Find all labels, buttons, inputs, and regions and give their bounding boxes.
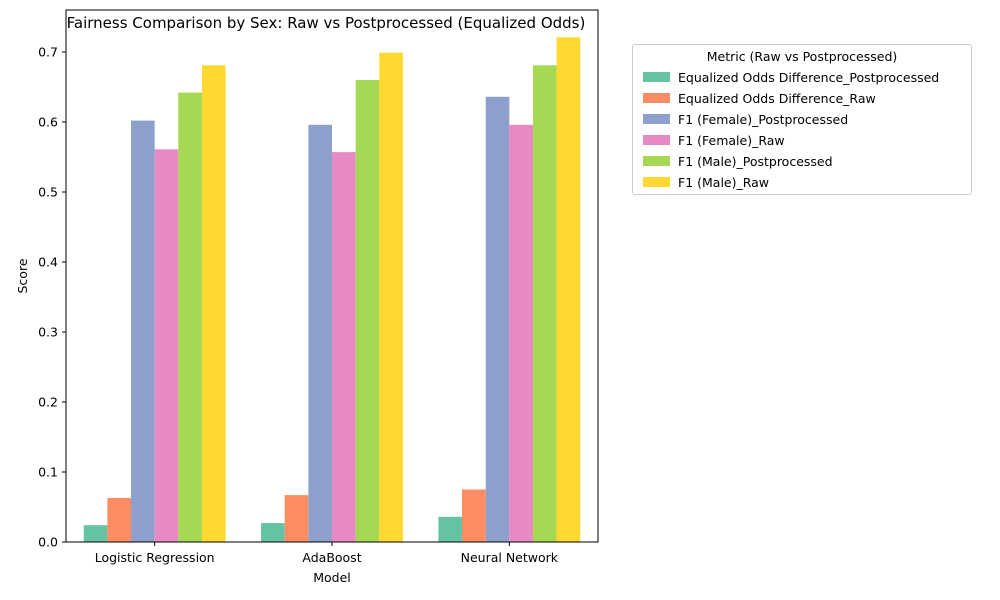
- y-tick-label: 0.3: [38, 325, 58, 340]
- x-tick-label: Neural Network: [461, 550, 559, 565]
- legend-swatch: [643, 72, 670, 82]
- legend-swatch: [643, 177, 670, 187]
- legend-label: F1 (Male)_Postprocessed: [678, 153, 833, 169]
- legend-swatch: [643, 114, 670, 124]
- legend-label: F1 (Female)_Raw: [678, 132, 785, 148]
- bars-group: [83, 37, 581, 543]
- y-tick-label: 0.1: [38, 465, 58, 480]
- bar-series-5-cat-2: [556, 37, 581, 543]
- bar-series-3-cat-1: [332, 152, 356, 542]
- y-tick-label: 0.5: [38, 185, 58, 200]
- y-tick-label: 0.0: [38, 535, 58, 550]
- legend-item: Equalized Odds Difference_Postprocessed: [643, 67, 939, 87]
- legend-item: F1 (Male)_Raw: [643, 172, 769, 192]
- bar-series-1-cat-0: [107, 497, 132, 542]
- y-tick-label: 0.2: [38, 395, 58, 410]
- legend-item: F1 (Female)_Postprocessed: [643, 109, 848, 129]
- bar-series-0-cat-0: [83, 525, 108, 542]
- bar-series-3-cat-0: [154, 149, 179, 543]
- x-axis: Logistic Regression AdaBoost Neural Networ…: [95, 542, 559, 565]
- legend-swatch: [643, 135, 670, 145]
- bar-series-0-cat-1: [261, 523, 285, 542]
- bar-series-2-cat-2: [485, 96, 510, 543]
- legend-swatch: [643, 156, 670, 166]
- legend-item: F1 (Male)_Postprocessed: [643, 151, 833, 171]
- legend-item: Equalized Odds Difference_Raw: [643, 88, 876, 108]
- bar-series-1-cat-1: [284, 495, 309, 542]
- y-tick-label: 0.4: [38, 255, 58, 270]
- plot-frame: [65, 9, 599, 543]
- bar-series-3-cat-2: [509, 124, 533, 543]
- bar-series-1-cat-2: [462, 489, 486, 542]
- legend-item: F1 (Female)_Raw: [643, 130, 785, 150]
- y-axis-label: Score: [15, 258, 30, 293]
- bar-series-4-cat-2: [532, 65, 557, 543]
- legend-label: F1 (Male)_Raw: [678, 174, 770, 190]
- x-tick-label: AdaBoost: [302, 550, 361, 565]
- legend-label: Equalized Odds Difference_Raw: [678, 90, 876, 106]
- bar-series-5-cat-1: [379, 52, 403, 542]
- chart-title: Fairness Comparison by Sex: Raw vs Postp…: [67, 14, 586, 32]
- legend-label: Equalized Odds Difference_Postprocessed: [678, 69, 940, 85]
- bar-series-4-cat-1: [355, 80, 380, 542]
- bar-series-2-cat-0: [131, 120, 155, 542]
- bar-series-0-cat-2: [438, 516, 463, 542]
- y-axis: 0.0 0.1 0.2 0.3 0.4 0.5 0.6 0.7: [38, 45, 66, 550]
- legend-swatch: [643, 93, 670, 103]
- bar-series-2-cat-1: [308, 124, 332, 543]
- x-tick-label: Logistic Regression: [95, 550, 215, 565]
- legend-title: Metric (Raw vs Postprocessed): [706, 49, 898, 64]
- bar-series-5-cat-0: [201, 65, 226, 543]
- bar-series-4-cat-0: [178, 92, 202, 542]
- legend: Metric (Raw vs Postprocessed) Equalized …: [632, 44, 972, 195]
- legend-label: F1 (Female)_Postprocessed: [678, 111, 849, 127]
- y-tick-label: 0.7: [38, 45, 58, 60]
- y-tick-label: 0.6: [38, 115, 58, 130]
- x-axis-label: Model: [313, 570, 351, 585]
